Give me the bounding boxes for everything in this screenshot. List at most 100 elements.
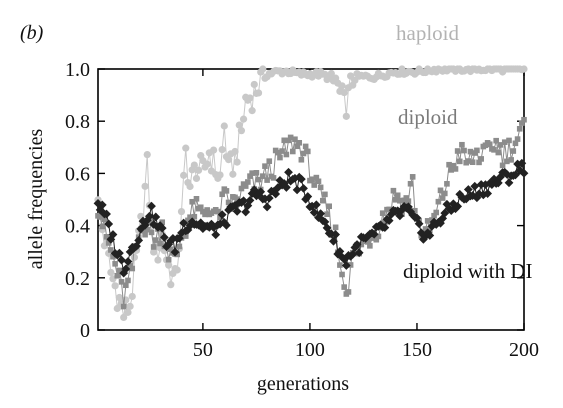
data-point [409, 174, 416, 180]
data-point [444, 181, 450, 187]
data-point [166, 236, 176, 246]
data-point [110, 253, 116, 260]
data-point [250, 80, 258, 89]
data-point [495, 149, 502, 156]
data-point [190, 161, 198, 169]
data-point [474, 147, 480, 154]
data-point [397, 205, 407, 215]
data-point [284, 167, 293, 177]
data-point [412, 207, 418, 214]
data-point [157, 223, 167, 233]
data-point [123, 257, 133, 266]
data-point [141, 182, 149, 190]
data-point [437, 187, 444, 194]
data-point [294, 143, 300, 150]
data-point [231, 147, 239, 156]
data-point [332, 224, 339, 231]
data-point [337, 262, 343, 268]
data-point [197, 204, 204, 211]
data-point [277, 154, 283, 161]
data-point [302, 143, 309, 150]
data-point [487, 180, 497, 189]
data-point [233, 158, 241, 166]
data-point [167, 246, 174, 253]
data-point [204, 207, 210, 213]
data-point [300, 150, 307, 157]
x-axis-label: generations [257, 373, 349, 395]
data-point [519, 168, 529, 178]
series-label-haploid: haploid [396, 21, 459, 45]
data-point [230, 200, 240, 210]
data-point [170, 247, 180, 257]
data-point [287, 134, 294, 141]
data-point [229, 170, 237, 178]
data-point [115, 293, 124, 302]
data-point [128, 292, 136, 301]
data-point [234, 196, 240, 202]
data-point [452, 166, 459, 172]
data-point [217, 210, 227, 220]
y-tick-label: 0.6 [65, 163, 90, 185]
data-point [97, 200, 107, 210]
data-point [341, 284, 347, 290]
data-point [450, 162, 457, 169]
data-point [215, 208, 221, 215]
data-point [456, 158, 463, 165]
data-point [129, 265, 136, 272]
data-point [504, 158, 510, 165]
data-point [217, 214, 223, 221]
data-point [150, 248, 158, 256]
data-point [324, 211, 330, 217]
data-point [279, 148, 285, 154]
data-point [222, 220, 231, 230]
data-point [403, 195, 410, 201]
data-point [242, 183, 249, 189]
data-point [423, 228, 433, 238]
data-point [326, 203, 332, 210]
data-point [223, 188, 230, 194]
data-point [311, 182, 318, 188]
data-point [290, 148, 296, 155]
data-point [124, 308, 132, 316]
data-point [340, 88, 348, 97]
data-point [309, 208, 319, 217]
data-point [248, 107, 256, 115]
data-point [151, 212, 161, 222]
data-point [345, 289, 352, 295]
data-point [165, 261, 173, 269]
x-tick-label: 100 [295, 339, 325, 361]
data-point [279, 179, 289, 188]
data-point [281, 137, 288, 144]
data-point [510, 148, 517, 154]
data-point [102, 209, 111, 219]
data-point [382, 219, 388, 226]
series-layer [93, 65, 529, 322]
series-label-diploid-with-di: diploid with DI [403, 259, 533, 283]
data-point [154, 256, 162, 264]
data-point [159, 232, 169, 242]
data-point [209, 146, 218, 154]
data-point [397, 197, 403, 204]
data-point [478, 156, 484, 162]
data-point [375, 233, 382, 240]
data-point [521, 116, 527, 123]
data-point [341, 261, 351, 270]
data-point [143, 151, 151, 159]
series-haploid [94, 65, 528, 322]
data-point [408, 210, 418, 220]
data-point [149, 220, 159, 229]
data-point [224, 156, 233, 164]
data-point [275, 149, 281, 156]
data-point [304, 148, 311, 155]
data-point [446, 161, 452, 168]
x-tick-label: 50 [193, 339, 213, 361]
data-point [255, 176, 262, 183]
data-point [262, 163, 268, 169]
data-point [516, 126, 523, 132]
data-point [448, 167, 455, 173]
x-tick-label: 150 [402, 339, 432, 361]
data-point [354, 248, 364, 258]
data-point [292, 136, 298, 143]
data-point [220, 122, 228, 130]
data-point [517, 158, 527, 168]
